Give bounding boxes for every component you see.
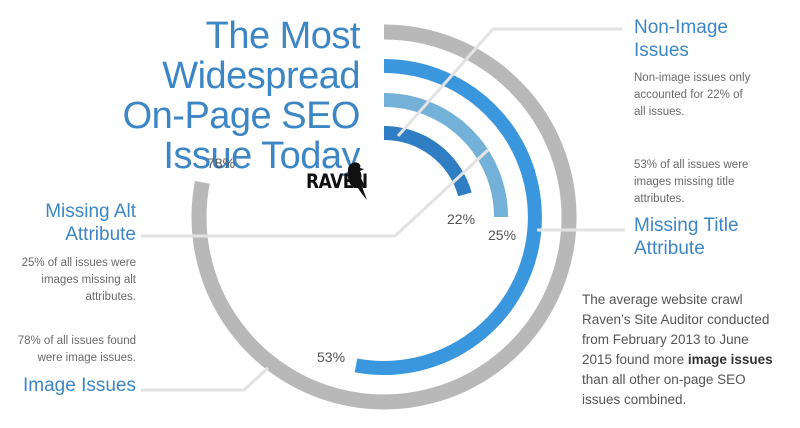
ring-missing-title bbox=[354, 59, 542, 375]
callout-missing-title-heading: Missing Title Attribute bbox=[634, 215, 739, 259]
callout-non-image-desc: Non-image issues only accounted for 22% … bbox=[634, 72, 751, 118]
label-missing-alt-pct: 25% bbox=[488, 227, 517, 243]
callout-image-issues-heading: Image Issues bbox=[23, 375, 136, 396]
page-title: The Most Widespread On-Page SEO Issue To… bbox=[0, 15, 361, 177]
connector-missing-alt bbox=[141, 148, 490, 238]
raven-logo: RAVEN bbox=[306, 160, 370, 210]
ring-non-image bbox=[383, 126, 472, 197]
connector-non-image bbox=[396, 27, 622, 137]
raven-bird-icon bbox=[348, 162, 367, 200]
callout-non-image-heading: Non-Image Issues bbox=[634, 17, 728, 61]
title-line-2: On-Page SEO bbox=[122, 95, 361, 137]
title-line-1: The Most Widespread bbox=[162, 15, 360, 97]
summary-emphasis: image issues bbox=[687, 352, 773, 367]
ring-missing-alt bbox=[383, 93, 508, 218]
connector-image-issues bbox=[141, 366, 270, 392]
label-image-issues-pct: 78% bbox=[207, 155, 236, 171]
ring-image-issues bbox=[191, 24, 577, 410]
raven-wordmark: RAVEN bbox=[306, 170, 368, 194]
title-line-3: Issue Today bbox=[163, 135, 360, 177]
callout-image-issues-desc: 78% of all issues found were image issue… bbox=[17, 335, 136, 364]
label-missing-title-pct: 53% bbox=[317, 349, 346, 365]
callout-non-image: Non-Image Issues Non-image issues only a… bbox=[634, 16, 800, 121]
callout-image-issues: 78% of all issues found were image issue… bbox=[0, 333, 136, 397]
callout-missing-alt-desc: 25% of all issues were images missing al… bbox=[21, 257, 136, 303]
label-non-image-pct: 22% bbox=[447, 211, 476, 227]
callout-missing-title-desc: 53% of all issues were images missing ti… bbox=[634, 159, 749, 205]
callout-missing-title: 53% of all issues were images missing ti… bbox=[634, 157, 800, 260]
summary-text: The average website crawl Raven’s Site A… bbox=[582, 292, 773, 407]
callout-missing-alt-heading: Missing Alt Attribute bbox=[45, 201, 136, 245]
callout-missing-alt: Missing Alt Attribute 25% of all issues … bbox=[0, 200, 136, 306]
